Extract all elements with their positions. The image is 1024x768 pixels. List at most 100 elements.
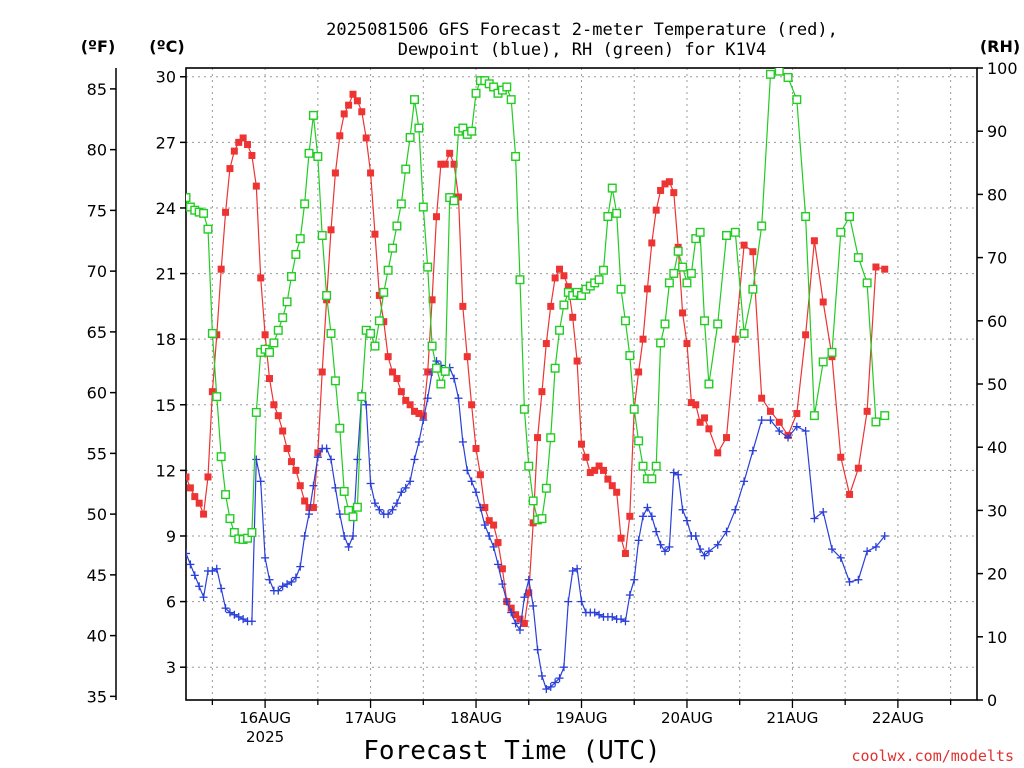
rh-point <box>247 528 257 538</box>
temperature-point <box>731 335 739 343</box>
dewpoint-point <box>546 682 555 691</box>
rh-point <box>528 496 538 506</box>
dewpoint-point <box>700 551 709 560</box>
temperature-point <box>573 357 581 365</box>
rh-point <box>286 272 296 282</box>
fahrenheit-tick-label: 75 <box>87 201 107 220</box>
dewpoint-point <box>313 453 322 462</box>
dewpoint-point <box>748 446 757 455</box>
rh-point <box>313 151 323 161</box>
temperature-point <box>476 471 484 479</box>
dewpoint-point <box>520 593 529 602</box>
dewpoint-point <box>423 394 432 403</box>
rh-point <box>656 338 666 348</box>
dewpoint-point <box>410 455 419 464</box>
fahrenheit-tick-label: 60 <box>87 384 107 403</box>
rh-point <box>467 126 477 136</box>
fahrenheit-tick-label: 85 <box>87 80 107 99</box>
temperature-point <box>564 283 572 291</box>
temperature-point <box>551 274 559 282</box>
dewpoint-point <box>674 470 683 479</box>
temperature-point <box>309 504 317 512</box>
dewpoint-point <box>239 615 248 624</box>
x-tick-label: 22AUG <box>872 709 924 727</box>
dewpoint-point <box>221 604 230 613</box>
temperature-point <box>639 335 647 343</box>
dewpoint-point <box>704 547 713 556</box>
dewpoint-point <box>291 573 300 582</box>
dewpoint-point <box>344 542 353 551</box>
rh-point <box>414 123 424 133</box>
temperature-point <box>766 407 774 415</box>
temperature-point <box>582 453 590 461</box>
rh-point <box>765 69 775 79</box>
temperature-point <box>331 169 339 177</box>
temperature-point <box>406 401 414 409</box>
dewpoint-point <box>190 571 199 580</box>
rh-point <box>370 341 380 351</box>
rh-point <box>207 328 217 338</box>
dewpoint-point <box>472 488 481 497</box>
dewpoint-point <box>810 514 819 523</box>
dewpoint-point <box>564 597 573 606</box>
dewpoint-point <box>463 466 472 475</box>
dewpoint-point <box>639 512 648 521</box>
temperature-point <box>507 604 515 612</box>
temperature-point <box>186 473 190 481</box>
rh-point <box>638 461 648 471</box>
rh-point <box>440 366 450 376</box>
temperature-point <box>846 490 854 498</box>
dewpoint-point <box>652 527 661 536</box>
chart-title-line2: Dewpoint (blue), RH (green) for K1V4 <box>398 40 766 60</box>
temperature-point <box>358 108 366 116</box>
temperature-point <box>367 169 375 177</box>
temperature-point <box>446 149 454 157</box>
temperature-point <box>371 230 379 238</box>
rh-point <box>515 275 525 285</box>
dewpoint-point <box>713 540 722 549</box>
rh-point <box>673 246 683 256</box>
dewpoint-point <box>252 455 261 464</box>
rh-point <box>366 328 376 338</box>
dewpoint-point <box>208 566 217 575</box>
temperature-point <box>723 434 731 442</box>
dewpoint-point <box>880 531 889 540</box>
rh-point <box>379 287 389 297</box>
dewpoint-point <box>757 416 766 425</box>
temperature-point <box>599 466 607 474</box>
dewpoint-point <box>225 608 234 617</box>
rh-point <box>225 514 235 524</box>
fahrenheit-tick-label: 65 <box>87 323 107 342</box>
temperature-point <box>318 368 326 376</box>
rh-point <box>291 249 301 259</box>
dewpoint-point <box>731 505 740 514</box>
rh-point <box>757 221 767 231</box>
rh-tick-label: 100 <box>987 59 1018 78</box>
rh-tick-label: 70 <box>987 249 1007 268</box>
x-tick-label: 21AUG <box>766 709 818 727</box>
x-tick-label: 19AUG <box>556 709 608 727</box>
rh-point <box>625 351 635 361</box>
dewpoint-point <box>775 427 784 436</box>
rh-point <box>251 407 261 417</box>
rh-point <box>216 452 226 462</box>
dewpoint-point <box>199 593 208 602</box>
temperature-point <box>432 213 440 221</box>
rh-point <box>405 133 415 143</box>
temperature-point <box>749 248 757 256</box>
rh-point <box>278 313 288 323</box>
rh-tick-label: 20 <box>987 565 1007 584</box>
dewpoint-point <box>392 499 401 508</box>
dewpoint-point <box>524 575 533 584</box>
dewpoint-point <box>195 582 204 591</box>
dewpoint-point <box>322 444 331 453</box>
rh-tick-label: 40 <box>987 438 1007 457</box>
rh-point <box>660 319 670 329</box>
temperature-point <box>595 462 603 470</box>
dewpoint-point <box>375 505 384 514</box>
rh-point <box>792 95 802 105</box>
dewpoint-point <box>792 422 801 431</box>
temperature-point <box>419 412 427 420</box>
credit-link[interactable]: coolwx.com/modelts <box>851 747 1014 765</box>
